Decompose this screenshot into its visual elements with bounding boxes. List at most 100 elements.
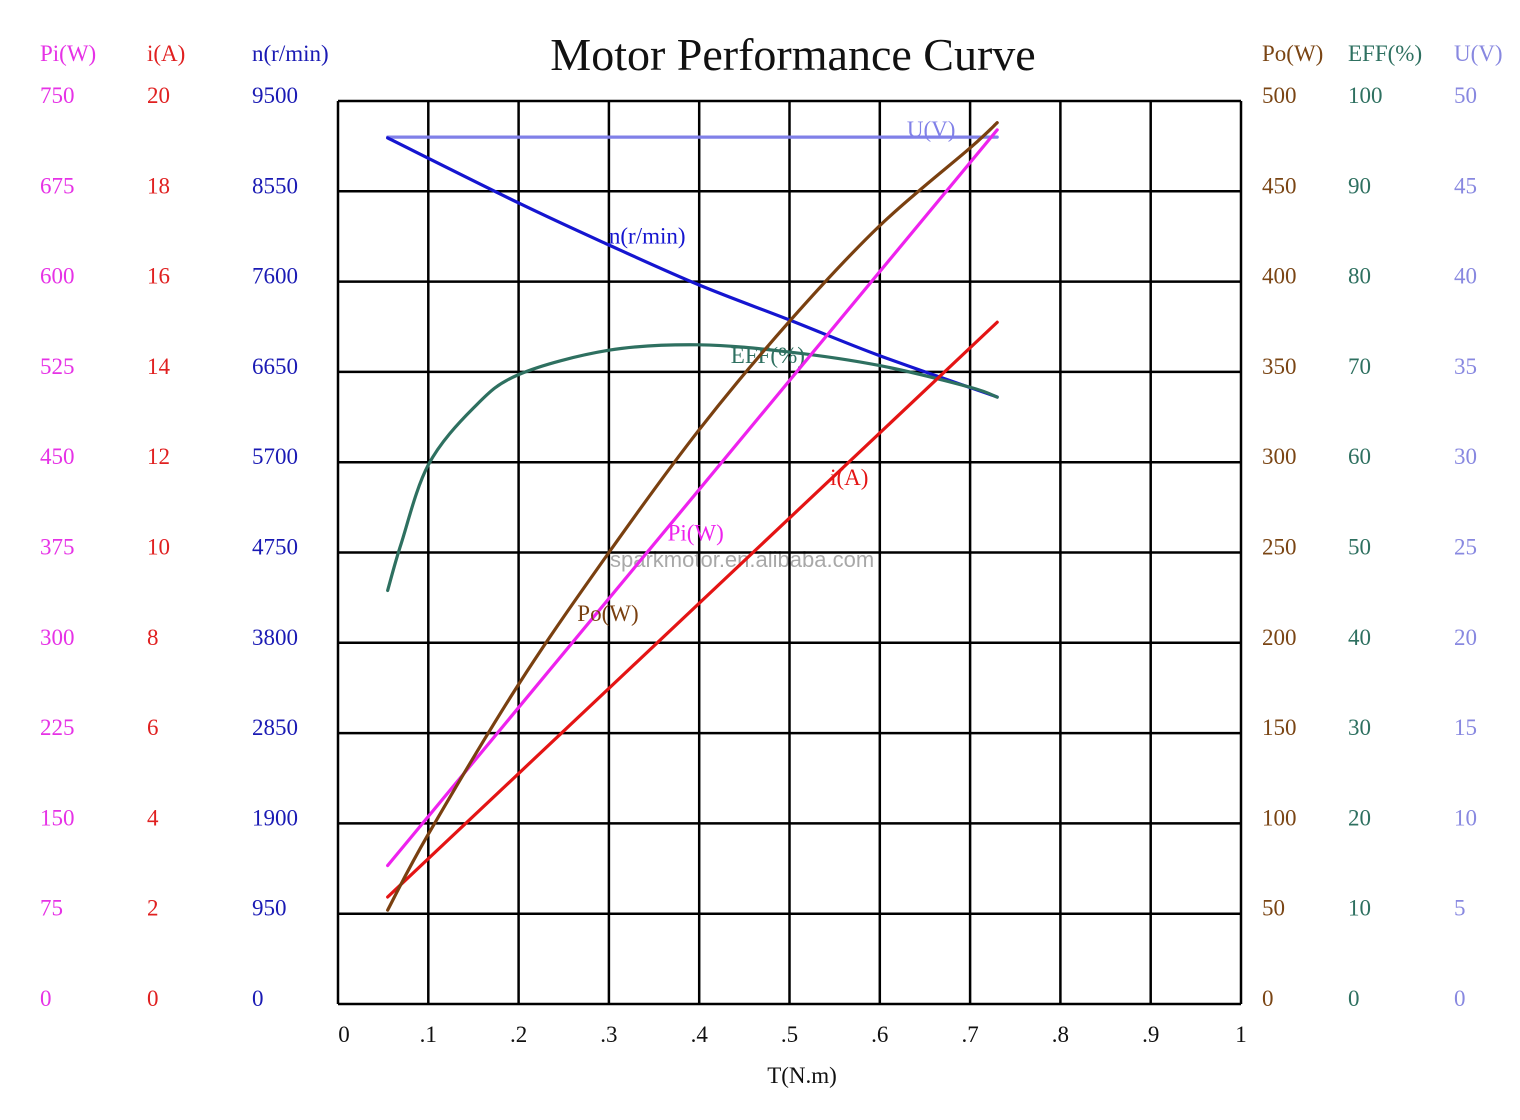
axis-tick-n: 8550: [252, 173, 298, 198]
series-label-nrmin: n(r/min): [609, 224, 686, 249]
axis-tick-n: 7600: [252, 264, 298, 289]
axis-tick-n: 9500: [252, 83, 298, 108]
axis-tick-eff: 80: [1348, 264, 1371, 289]
axis-tick-i: 12: [147, 444, 170, 469]
axis-tick-po: 300: [1262, 444, 1297, 469]
axis-title-n: n(r/min): [252, 41, 329, 66]
axis-tick-po: 400: [1262, 264, 1297, 289]
axis-tick-i: 10: [147, 535, 170, 560]
axis-tick-u: 30: [1454, 444, 1477, 469]
x-tick-label: .6: [871, 1022, 888, 1047]
chart-title: Motor Performance Curve: [550, 29, 1035, 80]
axis-tick-i: 14: [147, 354, 171, 379]
axis-tick-i: 16: [147, 264, 170, 289]
series-lines: U(V)n(r/min)EFF(%)Pi(W)i(A)Po(W): [386, 117, 999, 912]
x-tick-label: 1: [1235, 1022, 1247, 1047]
x-tick-label: .9: [1142, 1022, 1159, 1047]
axis-tick-pi: 525: [40, 354, 75, 379]
axis-tick-n: 4750: [252, 535, 298, 560]
axis-tick-u: 35: [1454, 354, 1477, 379]
axis-tick-po: 450: [1262, 173, 1297, 198]
axis-tick-po: 350: [1262, 354, 1297, 379]
series-line-piw: [386, 128, 999, 868]
axis-tick-pi: 0: [40, 986, 52, 1011]
axis-tick-pi: 450: [40, 444, 75, 469]
x-tick-label: 0: [338, 1022, 350, 1047]
axis-tick-pi: 375: [40, 535, 75, 560]
axis-tick-i: 8: [147, 625, 159, 650]
axis-tick-n: 950: [252, 896, 287, 921]
series-label-ia: i(A): [830, 465, 868, 490]
axis-tick-eff: 100: [1348, 83, 1383, 108]
x-tick-label: .2: [510, 1022, 527, 1047]
axis-tick-eff: 90: [1348, 173, 1371, 198]
series-label-piw: Pi(W): [668, 521, 724, 546]
axis-tick-pi: 75: [40, 896, 63, 921]
axis-tick-eff: 70: [1348, 354, 1371, 379]
axis-tick-i: 0: [147, 986, 159, 1011]
axis-tick-po: 500: [1262, 83, 1297, 108]
axis-tick-po: 150: [1262, 715, 1297, 740]
axis-tick-eff: 10: [1348, 896, 1371, 921]
axis-tick-eff: 0: [1348, 986, 1360, 1011]
axis-tick-i: 18: [147, 173, 170, 198]
axis-tick-i: 6: [147, 715, 159, 740]
axis-tick-eff: 40: [1348, 625, 1371, 650]
series-line-eff: [386, 343, 999, 593]
axis-tick-u: 0: [1454, 986, 1466, 1011]
axis-tick-eff: 50: [1348, 535, 1371, 560]
axis-tick-pi: 150: [40, 805, 75, 830]
axis-tick-n: 6650: [252, 354, 298, 379]
axis-title-po: Po(W): [1262, 41, 1323, 66]
axis-tick-pi: 750: [40, 83, 75, 108]
axis-tick-eff: 60: [1348, 444, 1371, 469]
axis-tick-i: 4: [147, 805, 159, 830]
series-label-pow: Po(W): [577, 601, 638, 626]
axis-title-u: U(V): [1454, 41, 1503, 66]
axis-tick-u: 10: [1454, 805, 1477, 830]
grid: [336, 99, 1243, 1006]
axis-tick-eff: 20: [1348, 805, 1371, 830]
axis-tick-i: 20: [147, 83, 170, 108]
series-line-ia: [386, 320, 999, 899]
axis-tick-u: 20: [1454, 625, 1477, 650]
axis-tick-po: 250: [1262, 535, 1297, 560]
x-tick-label: .3: [600, 1022, 617, 1047]
axis-tick-pi: 600: [40, 264, 75, 289]
x-tick-label: .5: [781, 1022, 798, 1047]
axis-tick-n: 0: [252, 986, 264, 1011]
series-label-uv: U(V): [907, 117, 956, 142]
axis-tick-u: 40: [1454, 264, 1477, 289]
x-tick-label: .7: [961, 1022, 978, 1047]
axis-tick-n: 5700: [252, 444, 298, 469]
axis-tick-po: 0: [1262, 986, 1274, 1011]
axis-tick-pi: 300: [40, 625, 75, 650]
x-tick-label: .1: [420, 1022, 437, 1047]
axis-tick-po: 200: [1262, 625, 1297, 650]
axis-tick-u: 15: [1454, 715, 1477, 740]
watermark: sparkmotor.en.alibaba.com: [610, 547, 874, 572]
axis-tick-po: 50: [1262, 896, 1285, 921]
axis-tick-i: 2: [147, 896, 159, 921]
axis-title-eff: EFF(%): [1348, 41, 1422, 66]
axis-tick-n: 1900: [252, 805, 298, 830]
x-tick-label: .8: [1052, 1022, 1069, 1047]
x-axis-label: T(N.m): [767, 1063, 837, 1088]
axis-tick-u: 5: [1454, 896, 1466, 921]
axis-tick-pi: 225: [40, 715, 75, 740]
axis-tick-eff: 30: [1348, 715, 1371, 740]
x-tick-label: .4: [691, 1022, 709, 1047]
axis-tick-po: 100: [1262, 805, 1297, 830]
axis-tick-n: 2850: [252, 715, 298, 740]
axis-tick-u: 25: [1454, 535, 1477, 560]
axis-title-i: i(A): [147, 41, 185, 66]
series-line-nrmin: [386, 136, 999, 399]
axes: 0.1.2.3.4.5.6.7.8.9 1Pi(W)075150225300375…: [40, 41, 1503, 1047]
axis-title-pi: Pi(W): [40, 41, 96, 66]
axis-tick-u: 50: [1454, 83, 1477, 108]
axis-tick-u: 45: [1454, 173, 1477, 198]
axis-tick-pi: 675: [40, 173, 75, 198]
series-line-pow: [386, 121, 999, 912]
axis-tick-n: 3800: [252, 625, 298, 650]
